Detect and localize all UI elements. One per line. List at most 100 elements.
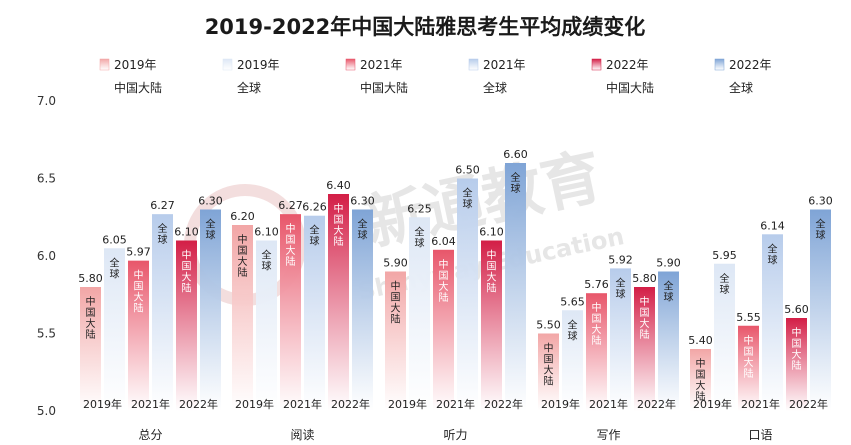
bar <box>128 260 149 411</box>
bar <box>786 318 807 411</box>
bar-inner-label: 中 <box>640 295 650 308</box>
bar-inner-label: 球 <box>262 260 272 273</box>
data-label: 6.20 <box>230 210 255 223</box>
bar <box>738 325 759 411</box>
data-label: 6.05 <box>102 233 127 246</box>
legend-region: 中国大陆 <box>360 80 408 95</box>
y-axis: 5.0 5.5 6.0 6.5 7.0 <box>37 94 56 418</box>
bar-inner-label: 全 <box>511 171 521 184</box>
bar-group: 6.30 全球 <box>350 195 375 411</box>
bars: 5.80中国大陆6.05全球5.97中国大陆6.27全球6.10中国大陆6.30… <box>78 148 833 411</box>
x-year-label: 2022年 <box>637 397 676 411</box>
bar-inner-label: 全 <box>720 272 730 285</box>
data-label: 5.95 <box>712 249 737 262</box>
y-tick-label: 7.0 <box>37 94 56 108</box>
bar-group: 5.65 全球 <box>560 295 585 411</box>
legend-swatch <box>468 58 479 71</box>
data-label: 6.26 <box>302 201 327 214</box>
bar-inner-label: 大 <box>696 379 706 392</box>
bar-inner-label: 球 <box>568 329 578 342</box>
bar-inner-label: 陆 <box>744 367 754 380</box>
bar-group: 5.90 全球 <box>656 257 681 411</box>
bar <box>352 209 373 411</box>
x-year-label: 2022年 <box>331 397 370 411</box>
bar-group: 6.40 中国大陆 <box>326 179 351 411</box>
bar-inner-label: 大 <box>238 255 248 268</box>
bar <box>80 287 101 411</box>
bar-group: 6.05 全球 <box>102 233 127 411</box>
bar <box>610 268 631 411</box>
bar <box>328 194 349 411</box>
bar-inner-label: 陆 <box>487 282 497 295</box>
bar <box>256 240 277 411</box>
bar-group: 6.50 全球 <box>455 164 480 411</box>
bar-inner-label: 大 <box>744 356 754 369</box>
bar <box>634 287 655 411</box>
bar-group: 6.10 中国大陆 <box>479 226 504 411</box>
data-label: 5.80 <box>78 272 103 285</box>
bar <box>658 271 679 411</box>
data-label: 6.27 <box>278 199 303 212</box>
bar-group: 6.25 全球 <box>407 202 432 411</box>
bar <box>562 310 583 411</box>
bar-inner-label: 国 <box>334 214 344 226</box>
bar <box>586 293 607 411</box>
data-label: 6.50 <box>455 164 480 177</box>
x-year-label: 2021年 <box>741 397 780 411</box>
bar <box>481 240 502 411</box>
y-tick-label: 6.5 <box>37 172 56 186</box>
bar-inner-label: 国 <box>86 307 96 319</box>
data-label: 5.55 <box>736 311 761 324</box>
bar-group: 6.27 中国大陆 <box>278 199 303 411</box>
bar-group: 5.80 中国大陆 <box>78 272 103 411</box>
x-year-label: 2019年 <box>235 397 274 411</box>
bar-inner-label: 中 <box>792 326 802 339</box>
bar-inner-label: 全 <box>463 187 473 200</box>
bar <box>104 248 125 411</box>
data-label: 6.27 <box>150 199 175 212</box>
bar-inner-label: 大 <box>592 323 602 336</box>
bar-inner-label: 大 <box>487 271 497 284</box>
legend-region: 中国大陆 <box>606 80 654 95</box>
bar-inner-label: 大 <box>86 317 96 330</box>
bar <box>152 214 173 411</box>
x-year-label: 2021年 <box>589 397 628 411</box>
bar-inner-label: 陆 <box>439 291 449 304</box>
bar <box>176 240 197 411</box>
bar-group: 6.27 全球 <box>150 199 175 411</box>
bar-inner-label: 球 <box>616 287 626 300</box>
bar-group: 5.40 中国大陆 <box>688 334 713 411</box>
data-label: 5.60 <box>784 303 809 316</box>
bar-inner-label: 大 <box>640 317 650 330</box>
x-year-label: 2021年 <box>283 397 322 411</box>
bar-inner-label: 中 <box>238 233 248 246</box>
bar-inner-label: 陆 <box>182 282 192 295</box>
bar-inner-label: 中 <box>487 249 497 262</box>
data-label: 6.10 <box>254 226 279 239</box>
bar-inner-label: 中 <box>592 301 602 314</box>
legend: 2019年中国大陆2019年全球2021年中国大陆2021年全球2022年中国大… <box>99 58 772 95</box>
legend-swatch <box>714 58 725 71</box>
legend-swatch <box>99 58 110 71</box>
bar-group: 5.92 全球 <box>608 253 633 411</box>
bar-inner-label: 陆 <box>792 359 802 372</box>
data-label: 6.60 <box>503 148 528 161</box>
bar-inner-label: 球 <box>415 236 425 249</box>
bar-inner-label: 国 <box>286 234 296 246</box>
bar-group: 6.30 全球 <box>198 195 223 411</box>
x-year-label: 2019年 <box>83 397 122 411</box>
bar-inner-label: 全 <box>158 222 168 235</box>
legend-year: 2022年 <box>606 58 649 72</box>
bar-inner-label: 陆 <box>640 328 650 341</box>
data-label: 5.90 <box>656 257 681 270</box>
bar-group: 5.60 中国大陆 <box>784 303 809 411</box>
bar-inner-label: 全 <box>816 218 826 231</box>
bar-inner-label: 陆 <box>544 375 554 388</box>
bar-inner-label: 大 <box>286 244 296 257</box>
bar-inner-label: 大 <box>182 271 192 284</box>
